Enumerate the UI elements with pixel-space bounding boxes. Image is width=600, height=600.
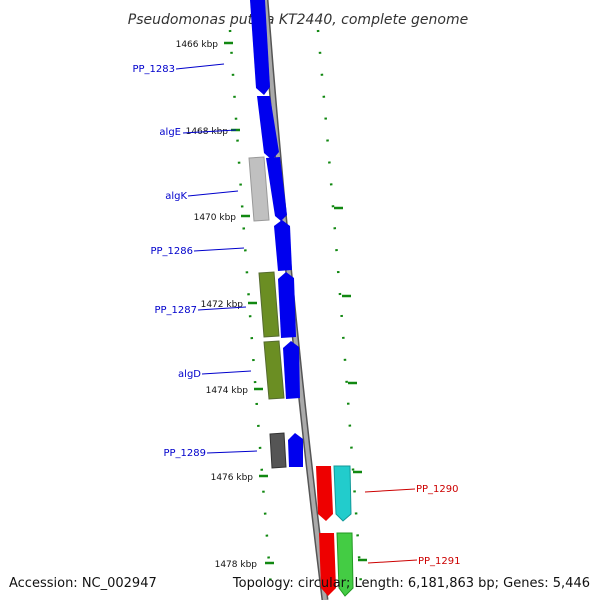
gene-label-algD: algD <box>178 369 201 380</box>
label-leader <box>206 450 258 454</box>
gene-label-PP_1286: PP_1286 <box>150 246 193 257</box>
label-leader <box>187 190 239 197</box>
gene-label-algK: algK <box>165 191 187 202</box>
cog-features-inner <box>248 156 287 469</box>
tick-label-1474: 1474 kbp <box>206 386 249 396</box>
gene-arrow-PP_1289 <box>288 433 303 467</box>
gene-arrow-PP_1286 <box>274 220 292 271</box>
tick-label-1470: 1470 kbp <box>194 213 237 223</box>
cog-feature-algD <box>263 340 285 400</box>
gene-arrow-PP_1290 <box>316 466 333 521</box>
cog-feature-PP_1291 <box>336 532 354 597</box>
gene-label-PP_1289: PP_1289 <box>163 448 206 459</box>
cog-feature-PP_1287 <box>258 271 280 338</box>
plus-strand-labels: PP_1283 algE algK PP_1286 PP_1287 algD P… <box>132 63 258 459</box>
gene-arrow-algD <box>283 341 300 399</box>
map-title: Pseudomonas putida KT2440, complete geno… <box>128 12 468 28</box>
tick-label-1476: 1476 kbp <box>211 473 254 483</box>
label-leader <box>197 306 247 311</box>
label-leader <box>364 488 416 493</box>
gene-label-algE: algE <box>159 127 181 138</box>
gene-label-PP_1290: PP_1290 <box>416 484 459 495</box>
label-leader <box>193 247 245 252</box>
gene-arrow-PP_1291 <box>319 533 336 596</box>
accession-label: Accession: NC_002947 <box>9 576 157 591</box>
tick-label-1478: 1478 kbp <box>215 560 258 570</box>
minus-strand-genes <box>316 465 354 597</box>
gene-label-PP_1283: PP_1283 <box>132 64 175 75</box>
label-leader <box>175 63 225 70</box>
gene-arrow-PP_1287 <box>278 272 296 338</box>
gene-label-PP_1287: PP_1287 <box>154 305 197 316</box>
label-leader <box>201 370 252 375</box>
cog-feature-PP_1290 <box>333 465 352 522</box>
gene-arrow-algK <box>266 157 287 221</box>
label-leader <box>182 129 237 134</box>
tick-label-1472: 1472 kbp <box>201 300 244 310</box>
gene-label-PP_1291: PP_1291 <box>418 556 461 567</box>
gene-arrow-algE <box>257 96 279 160</box>
tick-label-1466: 1466 kbp <box>176 40 219 50</box>
cog-feature-PP_1289 <box>269 432 287 469</box>
label-leader <box>367 559 418 564</box>
minus-strand-labels: PP_1290 PP_1291 <box>364 484 461 567</box>
genome-summary: Topology: circular; Length: 6,181,863 bp… <box>232 576 590 591</box>
plus-strand-genes <box>250 0 303 467</box>
gene-arrow-PP_1283 <box>250 0 270 95</box>
cog-feature-algK <box>248 156 270 222</box>
